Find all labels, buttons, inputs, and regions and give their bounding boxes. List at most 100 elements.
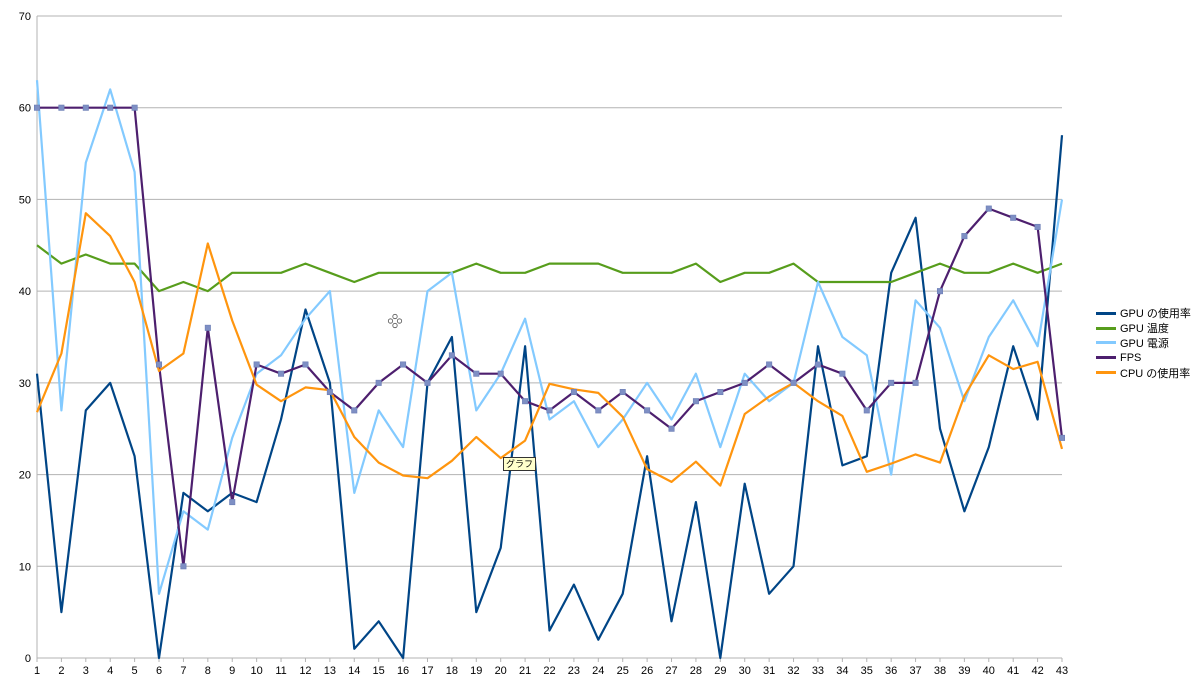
data-point-marker [131, 104, 138, 111]
data-point-marker [936, 288, 943, 295]
x-tick-label: 19 [470, 665, 482, 677]
x-tick-label: 8 [205, 665, 211, 677]
data-point-marker [546, 407, 553, 414]
legend-label: GPU 温度 [1120, 323, 1169, 336]
x-axis-tick-labels: 1 2 3 4 5 6 7 8 9 10 11 12 13 14 15 16 17 18 19 20 21 22 23 24 2… [34, 665, 1068, 677]
data-point-marker [595, 407, 602, 414]
x-tick-label: 43 [1056, 665, 1068, 677]
x-tick-label: 33 [812, 665, 824, 677]
x-tick-label: 40 [983, 665, 995, 677]
data-point-marker [229, 499, 236, 506]
legend-item: CPU の使用率 [1096, 365, 1191, 380]
y-tick-label: 40 [19, 286, 31, 298]
legend-item: GPU 温度 [1096, 321, 1191, 336]
x-tick-label: 2 [58, 665, 64, 677]
data-point-marker [985, 205, 992, 212]
x-tick-label: 10 [251, 665, 263, 677]
data-point-marker [619, 389, 626, 396]
data-point-marker [107, 104, 114, 111]
legend-swatch [1096, 356, 1116, 360]
x-tick-label: 21 [519, 665, 531, 677]
series-line-2 [35, 80, 1064, 595]
y-tick-label: 0 [25, 653, 31, 665]
x-tick-label: 25 [617, 665, 629, 677]
series-markers [33, 104, 1066, 570]
x-tick-label: 24 [592, 665, 604, 677]
data-point-marker [204, 324, 211, 331]
x-tick-label: 31 [763, 665, 775, 677]
axes [36, 16, 1063, 662]
x-tick-label: 38 [934, 665, 946, 677]
series-line-1 [36, 244, 1063, 293]
data-point-marker [766, 361, 773, 368]
x-tick-label: 29 [714, 665, 726, 677]
data-point-marker [473, 370, 480, 377]
legend-swatch [1096, 341, 1116, 345]
data-point-marker [278, 370, 285, 377]
data-point-marker [448, 352, 455, 359]
x-tick-label: 22 [543, 665, 555, 677]
x-tick-label: 34 [836, 665, 848, 677]
chart-tooltip: グラフ [503, 457, 537, 471]
data-point-marker [58, 104, 65, 111]
legend-item: GPU の使用率 [1096, 306, 1191, 321]
y-tick-label: 20 [19, 470, 31, 482]
y-tick-label: 30 [19, 378, 31, 390]
x-tick-label: 12 [299, 665, 311, 677]
x-tick-label: 9 [229, 665, 235, 677]
legend-item: GPU 電源 [1096, 336, 1191, 351]
legend-swatch [1096, 371, 1116, 375]
data-point-marker [326, 389, 333, 396]
x-tick-label: 39 [958, 665, 970, 677]
data-point-marker [717, 389, 724, 396]
data-point-marker [1010, 214, 1017, 221]
data-point-marker [253, 361, 260, 368]
x-tick-label: 37 [909, 665, 921, 677]
data-point-marker [888, 379, 895, 386]
data-point-marker [156, 361, 163, 368]
data-point-marker [644, 407, 651, 414]
data-point-marker [1034, 223, 1041, 230]
legend-label: FPS [1120, 351, 1142, 364]
data-point-marker [839, 370, 846, 377]
x-tick-label: 17 [421, 665, 433, 677]
legend-label: CPU の使用率 [1120, 367, 1191, 380]
x-tick-label: 1 [34, 665, 40, 677]
data-point-marker [1059, 434, 1066, 441]
x-tick-label: 7 [180, 665, 186, 677]
y-tick-label: 70 [19, 11, 31, 23]
data-point-marker [351, 407, 358, 414]
y-tick-label: 10 [19, 561, 31, 573]
x-tick-label: 32 [787, 665, 799, 677]
legend: GPU の使用率 GPU 温度 GPU 電源 FPS CPU の使用率 [1096, 306, 1191, 380]
x-tick-label: 16 [397, 665, 409, 677]
data-point-marker [302, 361, 309, 368]
data-point-marker [33, 104, 40, 111]
x-tick-label: 27 [665, 665, 677, 677]
x-tick-label: 35 [861, 665, 873, 677]
x-tick-label: 6 [156, 665, 162, 677]
data-point-marker [570, 389, 577, 396]
x-tick-label: 18 [446, 665, 458, 677]
legend-swatch [1096, 311, 1116, 315]
data-point-marker [400, 361, 407, 368]
x-tick-label: 23 [568, 665, 580, 677]
x-tick-label: 14 [348, 665, 360, 677]
data-point-marker [180, 563, 187, 570]
data-point-marker [961, 233, 968, 240]
data-point-marker [741, 379, 748, 386]
data-point-marker [497, 370, 504, 377]
legend-label: GPU 電源 [1120, 338, 1169, 350]
data-point-marker [668, 425, 675, 432]
series-line-0 [35, 135, 1064, 660]
data-point-marker [863, 407, 870, 414]
x-tick-label: 3 [83, 665, 89, 677]
series-line-4 [35, 212, 1064, 487]
x-tick-label: 26 [641, 665, 653, 677]
data-point-marker [790, 379, 797, 386]
y-axis-tick-labels: 0 10 20 30 40 50 60 70 [19, 11, 31, 665]
data-point-marker [522, 398, 529, 405]
series-line-3 [37, 106, 1064, 568]
series-lines [35, 80, 1064, 660]
